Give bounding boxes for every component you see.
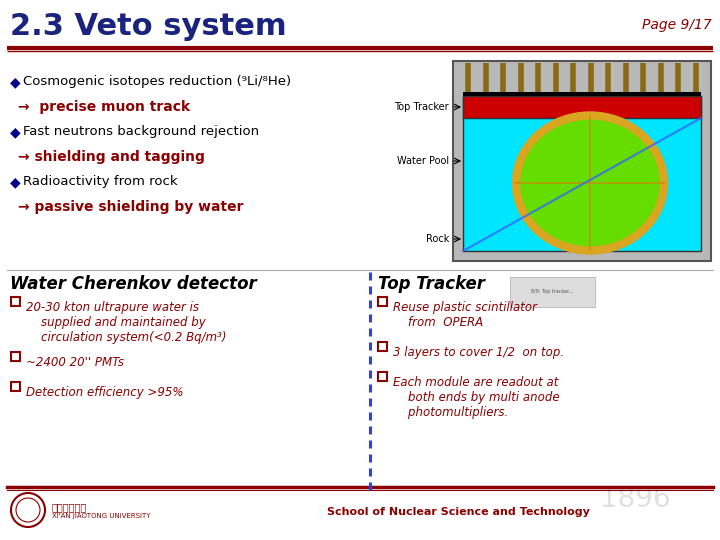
Text: Cosmogenic isotopes reduction (⁹Li/⁸He): Cosmogenic isotopes reduction (⁹Li/⁸He) — [23, 75, 291, 88]
Text: ◆: ◆ — [10, 75, 21, 89]
Text: Page 9/17: Page 9/17 — [642, 18, 712, 32]
Bar — [463, 92, 701, 96]
Text: School of Nuclear Science and Technology: School of Nuclear Science and Technology — [327, 507, 590, 517]
Text: → shielding and tagging: → shielding and tagging — [18, 150, 205, 164]
Bar — [463, 96, 701, 118]
Bar — [11, 352, 20, 361]
Text: 20-30 kton ultrapure water is
    supplied and maintained by
    circulation sys: 20-30 kton ultrapure water is supplied a… — [26, 301, 227, 344]
Text: ◆: ◆ — [10, 125, 21, 139]
Text: Each module are readout at
    both ends by multi anode
    photomultipliers.: Each module are readout at both ends by … — [393, 376, 559, 419]
Bar — [453, 61, 711, 261]
Text: Detection efficiency >95%: Detection efficiency >95% — [26, 386, 184, 399]
Text: Top Tracker: Top Tracker — [378, 275, 485, 293]
Text: → passive shielding by water: → passive shielding by water — [18, 200, 243, 214]
Text: XI'AN JIAOTONG UNIVERSITY: XI'AN JIAOTONG UNIVERSITY — [52, 513, 150, 519]
Ellipse shape — [516, 116, 664, 251]
Bar — [11, 382, 20, 391]
Text: Reuse plastic scintillator
    from  OPERA: Reuse plastic scintillator from OPERA — [393, 301, 537, 329]
Text: Water Cherenkov detector: Water Cherenkov detector — [10, 275, 257, 293]
Text: ◆: ◆ — [10, 175, 21, 189]
Text: 8/9: Top tracker...: 8/9: Top tracker... — [531, 289, 573, 294]
Text: →  precise muon track: → precise muon track — [18, 100, 190, 114]
Text: 西安交通大學: 西安交通大學 — [52, 502, 87, 512]
Bar — [463, 96, 701, 251]
Bar — [11, 297, 20, 306]
Bar — [378, 297, 387, 306]
Bar — [510, 277, 595, 307]
Text: ~2400 20'' PMTs: ~2400 20'' PMTs — [26, 356, 124, 369]
Bar — [378, 342, 387, 351]
Text: Rock: Rock — [426, 234, 449, 244]
Text: Fast neutrons background rejection: Fast neutrons background rejection — [23, 125, 259, 138]
Text: 1896: 1896 — [600, 485, 670, 513]
Bar — [378, 372, 387, 381]
Text: Water Pool: Water Pool — [397, 156, 449, 166]
Text: Top Tracker: Top Tracker — [395, 102, 449, 112]
Text: Radioactivity from rock: Radioactivity from rock — [23, 175, 178, 188]
Text: 2.3 Veto system: 2.3 Veto system — [10, 12, 287, 41]
Text: 3 layers to cover 1/2  on top.: 3 layers to cover 1/2 on top. — [393, 346, 564, 359]
